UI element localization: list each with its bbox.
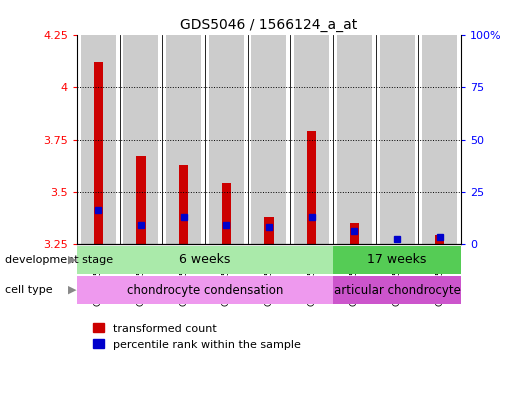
Legend: transformed count, percentile rank within the sample: transformed count, percentile rank withi… <box>93 323 301 350</box>
Bar <box>333 246 461 274</box>
Bar <box>337 35 372 244</box>
Bar <box>422 35 457 244</box>
Bar <box>81 35 116 244</box>
Text: articular chondrocyte: articular chondrocyte <box>333 283 461 297</box>
Bar <box>435 235 445 244</box>
Bar <box>209 35 244 244</box>
Bar <box>179 165 188 244</box>
Bar <box>333 276 461 304</box>
Text: 17 weeks: 17 weeks <box>367 253 427 266</box>
Bar <box>251 35 287 244</box>
Text: ▶: ▶ <box>68 285 76 295</box>
Text: development stage: development stage <box>5 255 113 265</box>
Bar <box>77 276 333 304</box>
Bar <box>264 217 273 244</box>
Bar <box>392 244 402 252</box>
Bar <box>222 183 231 244</box>
Text: ▶: ▶ <box>68 255 76 265</box>
Bar <box>136 156 146 244</box>
Text: chondrocyte condensation: chondrocyte condensation <box>127 283 283 297</box>
Bar <box>93 62 103 244</box>
Text: cell type: cell type <box>5 285 53 295</box>
Bar <box>166 35 201 244</box>
Bar <box>294 35 329 244</box>
Bar <box>307 131 316 244</box>
Bar <box>123 35 158 244</box>
Title: GDS5046 / 1566124_a_at: GDS5046 / 1566124_a_at <box>180 18 358 31</box>
Bar <box>379 35 414 244</box>
Text: 6 weeks: 6 weeks <box>179 253 231 266</box>
Bar <box>77 246 333 274</box>
Bar <box>350 223 359 244</box>
